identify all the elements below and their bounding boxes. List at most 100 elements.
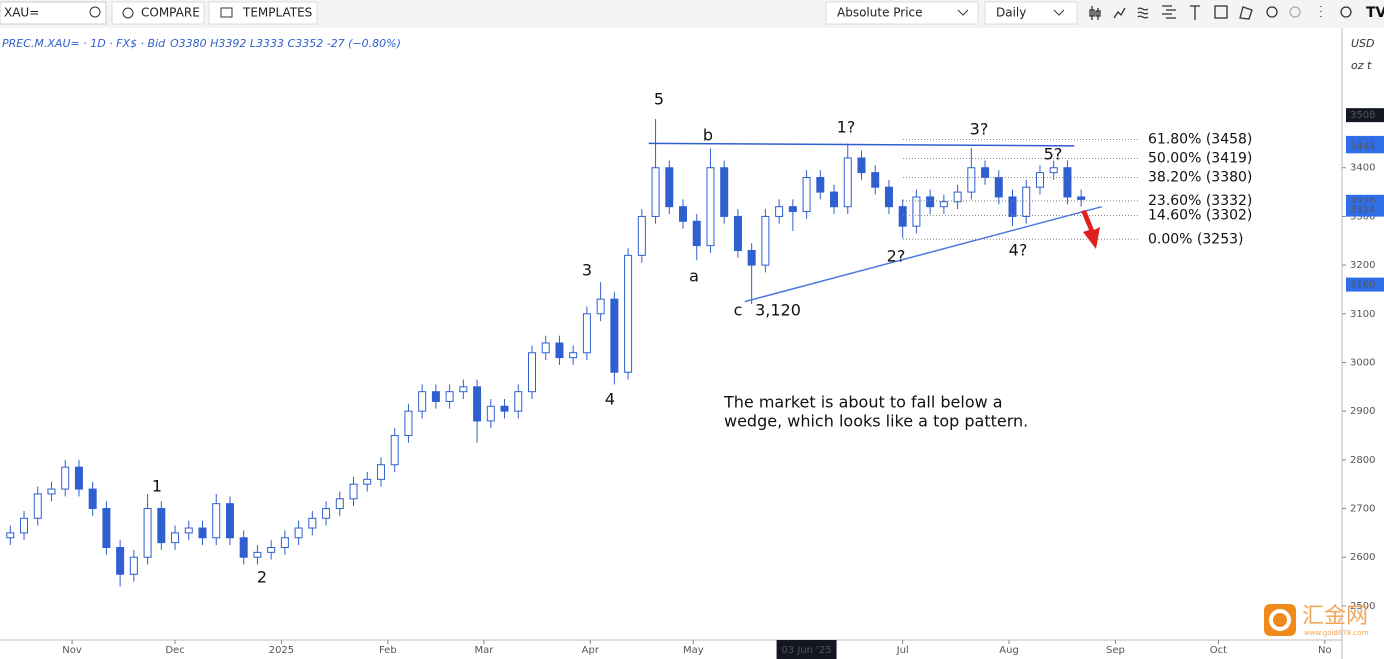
candle-body: [1077, 196, 1086, 200]
candle-body: [322, 508, 331, 519]
candle-body: [280, 537, 289, 548]
price-label-bg: [1346, 139, 1384, 154]
candle-body: [184, 527, 193, 534]
candle-body: [816, 176, 825, 193]
x-tick-label: Apr: [582, 645, 600, 656]
x-tick-label: 2025: [269, 645, 294, 656]
x-tick-label: Mar: [475, 645, 495, 656]
dropdown-icon: [957, 9, 969, 16]
candle-body: [212, 503, 221, 539]
wave-label: 1?: [837, 118, 856, 137]
candle-body: [527, 352, 536, 393]
candle-body: [898, 206, 907, 227]
price-label: 3330: [1350, 197, 1375, 208]
candle-body: [582, 313, 591, 354]
candle-body: [706, 167, 715, 247]
crosshair-label-bg: [776, 640, 837, 659]
candle-body: [486, 405, 495, 422]
candle-body: [198, 527, 207, 539]
candle-body: [308, 517, 317, 529]
candle-body: [514, 391, 523, 412]
watermark-site: www.gold678.com: [1304, 629, 1369, 637]
wave-label: 3?: [970, 120, 989, 139]
x-tick-label: May: [683, 645, 704, 656]
candle-body: [239, 537, 248, 558]
compare-button[interactable]: [111, 1, 205, 25]
candle-body: [555, 342, 564, 359]
candle-body: [871, 172, 880, 188]
candle-body: [253, 551, 262, 558]
wave-label: a: [689, 267, 699, 286]
wave-label: 3: [582, 261, 592, 280]
price-label: 3444: [1350, 141, 1375, 152]
candle-body: [376, 464, 385, 480]
candle-body: [1022, 186, 1031, 217]
y-tick-label: 3100: [1350, 309, 1375, 320]
search-text: XAU=: [4, 6, 39, 20]
wave-label: 5: [654, 90, 664, 109]
candle-body: [74, 466, 83, 490]
wave-label: 2: [257, 568, 267, 587]
x-tick-label: Feb: [379, 645, 397, 656]
candle-body: [1063, 167, 1072, 198]
candle-body: [418, 391, 427, 412]
candle-body: [171, 532, 180, 544]
templates-label: TEMPLATES: [242, 6, 312, 20]
wave-label: 4?: [1009, 241, 1028, 260]
wave-label: c: [734, 301, 743, 320]
candle-body: [953, 191, 962, 203]
x-tick-label: 03 Jun '25: [781, 645, 831, 656]
logo: TV: [1366, 5, 1384, 21]
candle-body: [637, 215, 646, 256]
candle-body: [665, 167, 674, 208]
fib-label: 0.00% (3253): [1148, 231, 1243, 247]
trendline: [648, 142, 1075, 147]
templates-button[interactable]: [208, 1, 318, 25]
price-label: 3160: [1350, 280, 1375, 291]
candle-body: [692, 220, 701, 247]
x-tick-label: No: [1318, 645, 1332, 656]
candle-body: [1008, 196, 1017, 217]
fib-label: 61.80% (3458): [1148, 131, 1252, 147]
tool-icons[interactable]: [1089, 5, 1352, 20]
candle-body: [1035, 172, 1044, 188]
candle-body: [404, 410, 413, 437]
plot: 2500 2600 2700 2800 2900 3000 3100 3200 3300 3400…: [6, 90, 1384, 659]
watermark-icon: [1269, 609, 1291, 631]
y-tick-label: 2600: [1350, 552, 1375, 563]
templates-icon: [220, 7, 233, 18]
candle-body: [6, 532, 15, 539]
price-mode-select[interactable]: [825, 1, 979, 25]
price-label: 3314: [1350, 205, 1375, 216]
price-label: 3508: [1350, 110, 1375, 121]
x-tick-label: Oct: [1210, 645, 1227, 656]
watermark-name: 汇金网: [1302, 604, 1368, 629]
search-box[interactable]: [0, 1, 107, 25]
y-tick-label: 3400: [1350, 163, 1375, 174]
y-tick-label: 3200: [1350, 260, 1375, 271]
toolbar: [0, 0, 1384, 28]
candle-body: [747, 250, 756, 266]
candle-body: [294, 527, 303, 539]
candle-body: [459, 386, 468, 393]
y-tick-label: 2800: [1350, 455, 1375, 466]
wave-label: 5?: [1044, 145, 1063, 164]
candle-body: [761, 215, 770, 266]
candle-body: [1049, 167, 1058, 174]
candle-body: [431, 391, 440, 402]
candle-body: [981, 167, 990, 178]
fib-label: 23.60% (3332): [1148, 193, 1252, 209]
unit[interactable]: oz t: [1351, 59, 1372, 72]
legend-symbol: PREC.M.XAU= · 1D · FX$ · Bid: [2, 37, 166, 50]
candle-body: [802, 176, 811, 213]
candle-body: [857, 157, 866, 174]
price-label-bg: [1346, 202, 1384, 217]
currency[interactable]: USD: [1351, 37, 1375, 50]
candle-body: [569, 352, 578, 359]
candle-body: [157, 508, 166, 544]
interval-select[interactable]: [984, 1, 1078, 25]
candle-body: [143, 508, 152, 558]
y-tick-label: 3300: [1350, 211, 1375, 222]
x-tick-label: Sep: [1106, 645, 1125, 656]
